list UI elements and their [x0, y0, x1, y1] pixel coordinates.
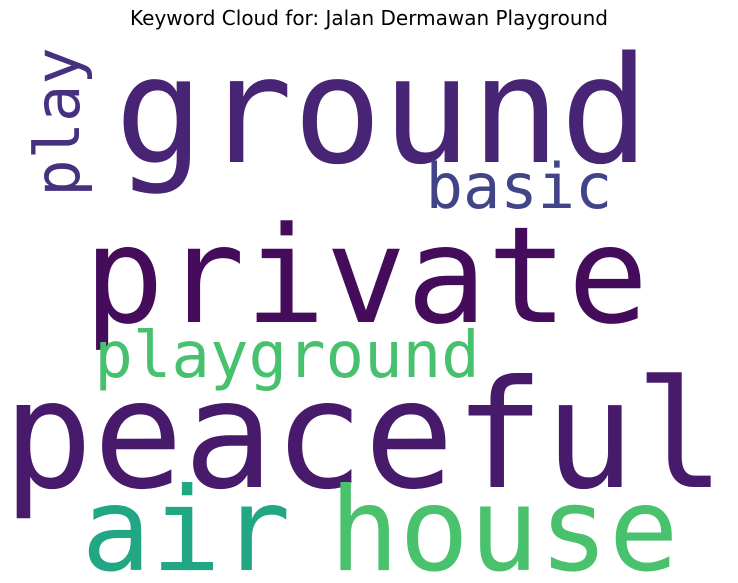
- word-private: private: [84, 198, 649, 354]
- word-play: play: [21, 47, 94, 196]
- word-air: air: [81, 463, 291, 583]
- word-basic: basic: [426, 150, 613, 223]
- chart-title: Keyword Cloud for: Jalan Dermawan Playgr…: [130, 6, 608, 30]
- word-peaceful: peaceful: [3, 349, 725, 523]
- word-house: house: [329, 463, 678, 583]
- word-ground: ground: [115, 25, 650, 197]
- word-playground: playground: [94, 319, 479, 393]
